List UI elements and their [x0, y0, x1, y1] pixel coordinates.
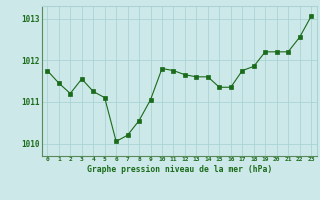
X-axis label: Graphe pression niveau de la mer (hPa): Graphe pression niveau de la mer (hPa) — [87, 165, 272, 174]
